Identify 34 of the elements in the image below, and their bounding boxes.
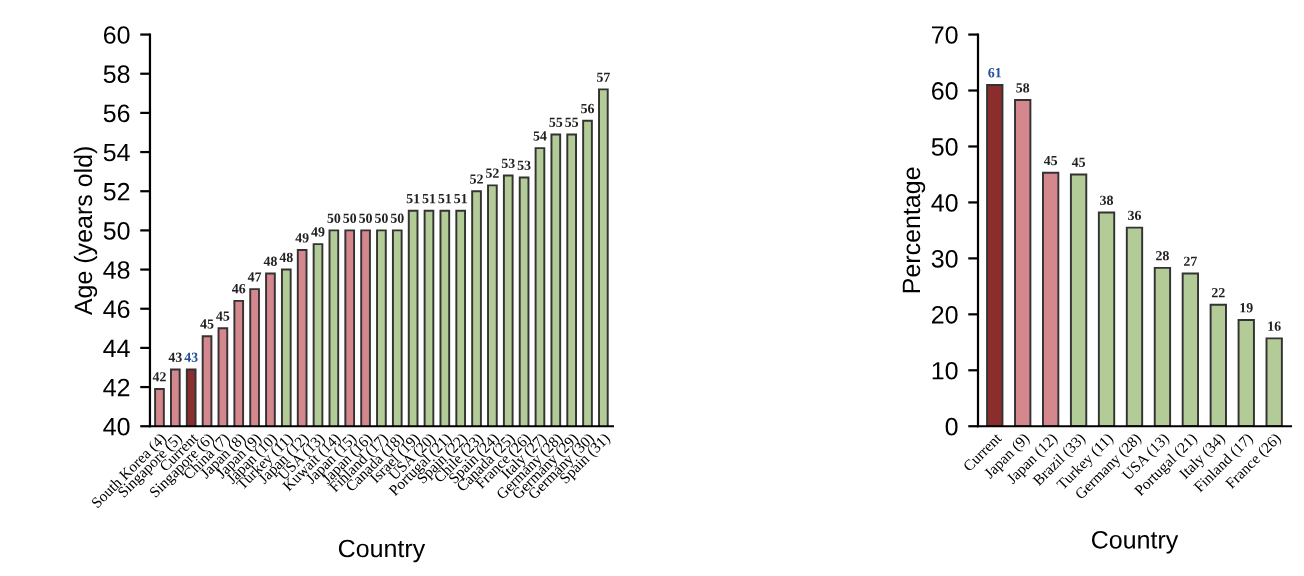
y-tick-label: 60 bbox=[932, 82, 958, 100]
y-tick-label: 0 bbox=[945, 417, 958, 436]
y-tick-label: 56 bbox=[103, 104, 130, 123]
bar bbox=[1097, 211, 1116, 427]
y-tick-label: 48 bbox=[103, 261, 130, 279]
y-axis-title: Age (years old) bbox=[73, 147, 98, 316]
y-tick-label: 70 bbox=[932, 26, 958, 44]
bar bbox=[1069, 173, 1088, 427]
bar bbox=[1237, 318, 1255, 427]
y-tick-label: 46 bbox=[103, 300, 130, 319]
bar bbox=[1153, 266, 1172, 427]
bar bbox=[1265, 337, 1283, 427]
y-tick-label: 58 bbox=[103, 65, 130, 84]
y-tick-label: 44 bbox=[103, 339, 130, 357]
y-tick-label: 54 bbox=[103, 143, 130, 162]
bar bbox=[1042, 171, 1060, 427]
bar bbox=[1181, 272, 1200, 427]
y-tick-label: 50 bbox=[103, 222, 130, 240]
x-axis-title: Country bbox=[1091, 530, 1179, 554]
y-tick-label: 40 bbox=[931, 194, 958, 212]
y-tick-label: 42 bbox=[103, 378, 130, 397]
y-tick-label: 50 bbox=[931, 138, 958, 156]
bar bbox=[1014, 99, 1032, 427]
y-tick-label: 40 bbox=[103, 417, 130, 436]
y-tick-label: 10 bbox=[932, 361, 958, 380]
y-tick-label: 20 bbox=[932, 305, 958, 324]
bar bbox=[1209, 303, 1227, 427]
y-tick-label: 30 bbox=[931, 249, 958, 268]
bar bbox=[986, 83, 1004, 427]
bar bbox=[1125, 226, 1144, 427]
y-axis-title: Percentage bbox=[902, 167, 926, 293]
y-tick-label: 52 bbox=[103, 182, 130, 201]
x-axis-title: Country bbox=[338, 539, 426, 563]
y-tick-label: 60 bbox=[103, 26, 130, 44]
